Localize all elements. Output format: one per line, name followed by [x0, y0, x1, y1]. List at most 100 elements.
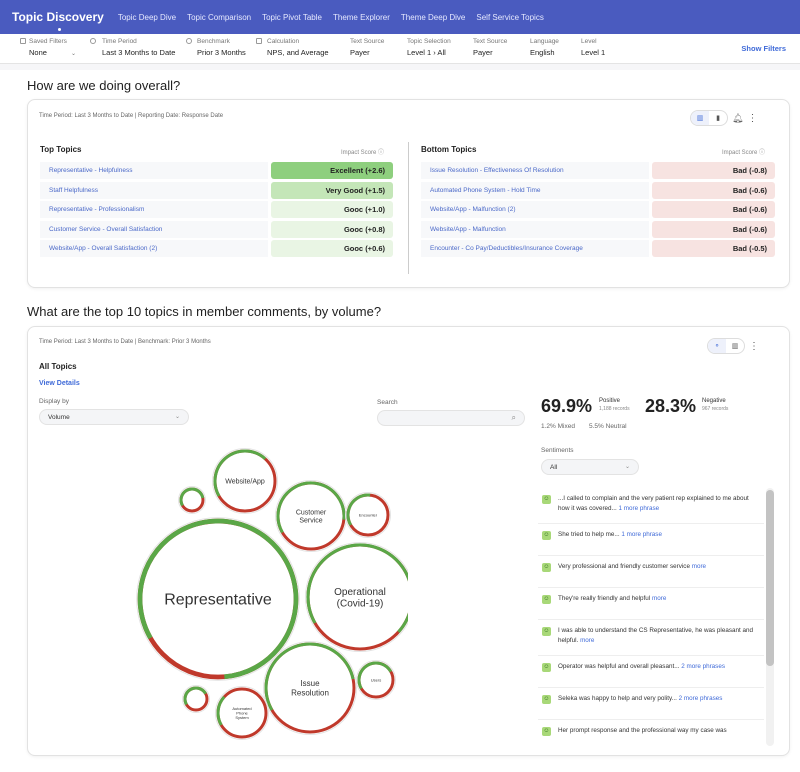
topic-bubble[interactable] — [177, 485, 207, 515]
topic-bubble[interactable]: Website/App — [204, 440, 286, 522]
topic-link[interactable]: Encounter - Co Pay/Deductibles/Insurance… — [421, 240, 649, 257]
smiley-icon: ☺ — [542, 727, 551, 736]
comment-item: ☺ They're really friendly and helpful mor… — [538, 588, 764, 620]
topic-link[interactable]: Customer Service - Overall Satisfaction — [40, 220, 268, 238]
topic-bubble[interactable]: Users — [353, 657, 399, 703]
view-toggle-group-2: ⚬ ▥ ⋮ — [707, 338, 759, 354]
bubble-label: Representative — [164, 592, 272, 609]
topic-link[interactable]: Representative - Helpfulness — [40, 162, 268, 179]
display-by-select[interactable]: Volume ⌄ — [39, 409, 189, 425]
bubble-positive-arc — [264, 642, 356, 734]
filter-label: Text Source — [350, 38, 385, 45]
more-phrases-link[interactable]: 1 more phrase — [621, 531, 662, 538]
topic-bubble[interactable] — [181, 684, 211, 714]
tab-topic-pivot-table[interactable]: Topic Pivot Table — [262, 12, 322, 22]
topic-bubble[interactable]: Representative — [128, 492, 325, 705]
filter-value: Payer — [350, 48, 370, 57]
divider — [0, 64, 800, 70]
benchmark-filter[interactable]: Benchmark Prior 3 Months — [186, 38, 246, 57]
tab-topic-deep-dive[interactable]: Topic Deep Dive — [117, 12, 177, 22]
bell-icon[interactable]: 🔔︎ — [732, 112, 744, 123]
bubble-outline — [136, 517, 300, 681]
more-phrases-link[interactable]: more — [651, 595, 667, 602]
bubble-outline — [178, 486, 206, 514]
mixed-percent: 1.2% Mixed — [541, 423, 575, 430]
bubble-label: Phone — [236, 710, 248, 715]
sentiments-select[interactable]: All ⌄ — [541, 459, 639, 475]
tab-topic-discovery[interactable]: Topic Discovery — [12, 10, 104, 31]
display-by-label: Display by — [39, 398, 69, 405]
more-options-icon[interactable]: ⋮ — [747, 112, 758, 124]
search-input[interactable]: ⌕ — [377, 410, 525, 426]
bubble-label: Automated — [232, 706, 251, 711]
bookmark-icon — [20, 38, 26, 44]
topic-bubble[interactable]: Operational(Covid-19) — [289, 526, 408, 668]
bubble-label: Encounter — [359, 512, 378, 517]
topic-link[interactable]: Issue Resolution - Effectiveness Of Reso… — [421, 162, 649, 179]
show-filters-button[interactable]: Show Filters — [741, 44, 786, 53]
view-details-link[interactable]: View Details — [39, 380, 80, 387]
bubble-outline — [263, 641, 357, 735]
more-phrases-link[interactable]: 2 more phrases — [681, 663, 725, 670]
topic-link[interactable]: Automated Phone System - Hold Time — [421, 181, 649, 199]
bubble-positive-arc — [137, 518, 299, 680]
bubble-view-icon[interactable]: ⚬ — [708, 339, 726, 353]
comment-text: ...I called to complain and the very pat… — [558, 495, 749, 512]
bubble-label: Service — [299, 517, 322, 524]
topic-link[interactable]: Representative - Professionalism — [40, 201, 268, 218]
table-view-icon[interactable]: ▥ — [731, 343, 739, 350]
select-value: All — [550, 463, 558, 471]
bar-chart-icon[interactable]: ▮ — [716, 115, 720, 122]
neutral-percent: 5.5% Neutral — [589, 423, 627, 430]
more-phrases-link[interactable]: 1 more phrase — [618, 505, 660, 512]
topic-link[interactable]: Website/App - Malfunction (2) — [421, 201, 649, 218]
calculation-filter[interactable]: Calculation NPS, and Average — [256, 38, 329, 57]
text-source-filter-2[interactable]: Text Source Payer — [473, 38, 507, 57]
comments-list: ☺ ...I called to complain and the very pa… — [538, 488, 764, 746]
topic-link[interactable]: Staff Helpfulness — [40, 181, 268, 199]
bubble-label: Issue — [300, 679, 320, 688]
more-phrases-link[interactable]: 2 more phrases — [678, 695, 723, 702]
table-view-icon[interactable]: ▥ — [691, 111, 709, 125]
filter-label: Topic Selection — [407, 38, 451, 45]
saved-filters-filter[interactable]: Saved Filters None ⌄ — [20, 38, 76, 57]
comment-item: ☺ Seleka was happy to help and very polit… — [538, 688, 764, 720]
language-filter[interactable]: Language English — [530, 38, 559, 57]
impact-score-label: Impact Score ⓘ — [722, 150, 766, 156]
tab-theme-deep-dive[interactable]: Theme Deep Dive — [400, 12, 466, 22]
time-period-filter[interactable]: Time Period Last 3 Months to Date — [90, 38, 175, 57]
filter-value: Level 1 — [581, 48, 606, 57]
filter-label: Benchmark — [197, 38, 230, 45]
topic-link[interactable]: Website/App - Malfunction — [421, 220, 649, 238]
level-filter[interactable]: Level Level 1 — [581, 38, 605, 57]
bubble-positive-arc — [357, 661, 395, 699]
smiley-icon: ☺ — [542, 531, 551, 540]
more-phrases-link[interactable]: more — [691, 563, 707, 570]
comment-item: ☺ Her prompt response and the professiona… — [538, 720, 764, 746]
topic-selection-filter[interactable]: Topic Selection Level 1 › All — [407, 38, 451, 57]
bubble-label: (Covid-19) — [337, 598, 384, 609]
report-meta: Time Period: Last 3 Months to Date | Rep… — [39, 113, 224, 119]
topic-bubble[interactable]: Encounter — [341, 488, 396, 543]
comments-scrollbar-thumb[interactable] — [766, 490, 774, 666]
smiley-icon: ☺ — [542, 495, 551, 504]
bubble-positive-arc — [183, 686, 209, 712]
tab-topic-comparison[interactable]: Topic Comparison — [187, 12, 252, 22]
impact-score: Gooc (+0.6) — [271, 240, 393, 257]
positive-label: Positive — [599, 398, 621, 404]
tab-self-service-topics[interactable]: Self Service Topics — [476, 12, 544, 22]
bubble-outline — [356, 660, 396, 700]
comment-item: ☺ I was able to understand the CS Represe… — [538, 620, 764, 656]
filter-label: Calculation — [267, 38, 300, 45]
comment-text: They're really friendly and helpful — [558, 595, 652, 602]
bubble-outline — [182, 685, 210, 713]
text-source-filter[interactable]: Text Source Payer — [350, 38, 384, 57]
more-phrases-link[interactable]: more — [580, 637, 595, 644]
negative-percent: 28.3% — [645, 396, 697, 416]
more-options-icon[interactable]: ⋮ — [749, 340, 759, 352]
topic-link[interactable]: Website/App - Overall Satisfaction (2) — [40, 240, 268, 257]
tab-theme-explorer[interactable]: Theme Explorer — [332, 12, 390, 22]
